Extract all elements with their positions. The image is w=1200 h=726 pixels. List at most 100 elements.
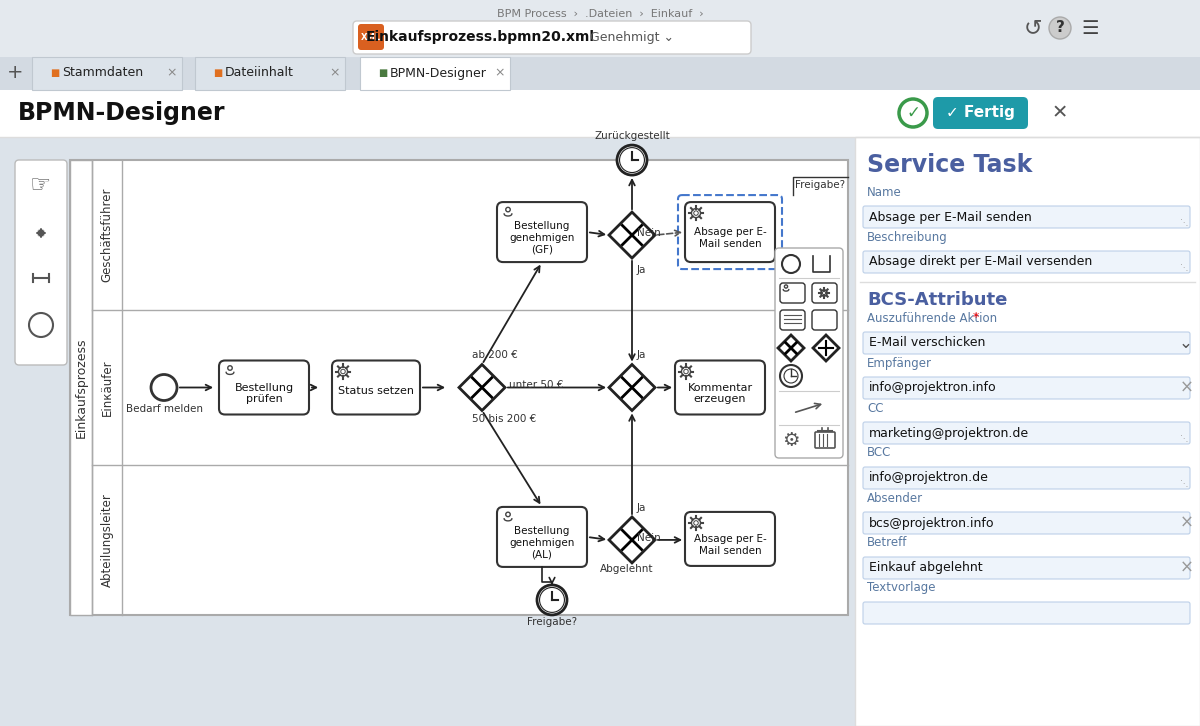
Text: Abgelehnt: Abgelehnt <box>600 564 654 574</box>
Text: ⋱: ⋱ <box>1180 479 1188 488</box>
Bar <box>70 160 92 615</box>
Text: ×: × <box>167 67 178 80</box>
FancyBboxPatch shape <box>863 251 1190 273</box>
Circle shape <box>338 367 348 376</box>
Text: Einkauf abgelehnt: Einkauf abgelehnt <box>869 561 983 574</box>
Text: Abteilungsleiter: Abteilungsleiter <box>101 493 114 587</box>
Text: Bestellung
genehmigen
(GF): Bestellung genehmigen (GF) <box>509 221 575 255</box>
Circle shape <box>38 231 43 235</box>
Text: BCC: BCC <box>866 446 892 460</box>
Circle shape <box>505 208 510 212</box>
Text: Kommentar
erzeugen: Kommentar erzeugen <box>688 383 752 404</box>
FancyBboxPatch shape <box>497 507 587 567</box>
FancyBboxPatch shape <box>685 512 775 566</box>
Text: Empfänger: Empfänger <box>866 356 932 370</box>
Text: ↺: ↺ <box>1024 18 1043 38</box>
FancyBboxPatch shape <box>685 202 775 262</box>
FancyBboxPatch shape <box>934 97 1028 129</box>
FancyBboxPatch shape <box>863 557 1190 579</box>
Text: BPM Process  ›  .Dateien  ›  Einkauf  ›: BPM Process › .Dateien › Einkauf › <box>497 9 703 19</box>
Text: Service Task: Service Task <box>866 153 1032 177</box>
Text: XML: XML <box>361 33 382 41</box>
FancyBboxPatch shape <box>863 422 1190 444</box>
Bar <box>70 160 848 615</box>
Bar <box>854 137 1200 726</box>
Text: Geschäftsführer: Geschäftsführer <box>101 188 114 282</box>
Circle shape <box>782 255 800 273</box>
FancyBboxPatch shape <box>863 332 1190 354</box>
FancyBboxPatch shape <box>863 467 1190 489</box>
Polygon shape <box>610 517 655 563</box>
FancyBboxPatch shape <box>863 512 1190 534</box>
Text: Einкäufer: Einкäufer <box>101 359 114 416</box>
FancyBboxPatch shape <box>863 602 1190 624</box>
FancyBboxPatch shape <box>332 361 420 415</box>
Text: Nein: Nein <box>637 228 661 238</box>
FancyBboxPatch shape <box>14 160 67 365</box>
Circle shape <box>780 365 802 387</box>
Text: Absender: Absender <box>866 492 923 505</box>
Text: Absage per E-
Mail senden: Absage per E- Mail senden <box>694 534 767 555</box>
Text: ×: × <box>494 67 505 80</box>
Text: Auszuführende Aktion: Auszuführende Aktion <box>866 311 997 325</box>
Circle shape <box>228 366 233 370</box>
Circle shape <box>694 521 698 525</box>
Text: BCS-Attribute: BCS-Attribute <box>866 291 1007 309</box>
FancyBboxPatch shape <box>863 377 1190 399</box>
FancyBboxPatch shape <box>775 248 842 458</box>
Bar <box>360 57 510 90</box>
Text: Name: Name <box>866 186 901 198</box>
Text: unter 50 €: unter 50 € <box>509 380 563 391</box>
Text: Einkaufsprozess.bpmn20.xml: Einkaufsprozess.bpmn20.xml <box>366 30 594 44</box>
FancyBboxPatch shape <box>780 310 805 330</box>
Polygon shape <box>458 364 505 410</box>
Text: ⚙: ⚙ <box>782 431 799 451</box>
FancyBboxPatch shape <box>812 283 838 303</box>
Text: ⌄: ⌄ <box>1180 334 1193 352</box>
Polygon shape <box>610 364 655 410</box>
Text: Textvorlage: Textvorlage <box>866 582 936 595</box>
Text: ab 200 €: ab 200 € <box>472 349 517 359</box>
Text: ⋱: ⋱ <box>1180 218 1188 227</box>
FancyBboxPatch shape <box>497 202 587 262</box>
Circle shape <box>691 518 701 528</box>
Text: info@projektron.info: info@projektron.info <box>869 381 997 394</box>
FancyBboxPatch shape <box>358 24 384 50</box>
FancyBboxPatch shape <box>780 283 805 303</box>
Circle shape <box>619 147 644 173</box>
Circle shape <box>505 512 510 517</box>
Polygon shape <box>778 335 804 361</box>
Circle shape <box>682 367 690 376</box>
Text: Absage per E-
Mail senden: Absage per E- Mail senden <box>694 227 767 249</box>
Circle shape <box>151 375 178 401</box>
Text: Betreff: Betreff <box>866 537 907 550</box>
Bar <box>0 0 1200 57</box>
Text: Freigabe?: Freigabe? <box>527 617 577 627</box>
Text: ×: × <box>1180 559 1194 577</box>
Text: ☰: ☰ <box>1081 18 1099 38</box>
Circle shape <box>784 369 798 383</box>
Text: ■: ■ <box>214 68 222 78</box>
Circle shape <box>785 285 787 288</box>
FancyBboxPatch shape <box>815 432 835 448</box>
Text: Status setzen: Status setzen <box>338 386 414 396</box>
Text: ×: × <box>1180 514 1194 532</box>
Circle shape <box>821 290 827 296</box>
Text: Absage direkt per E-Mail versenden: Absage direkt per E-Mail versenden <box>869 256 1092 269</box>
Text: ✓ Fertig: ✓ Fertig <box>946 105 1014 121</box>
Text: ?: ? <box>1056 20 1064 36</box>
Text: Zurückgestellt: Zurückgestellt <box>594 131 670 141</box>
Text: Dateiinhalt: Dateiinhalt <box>226 67 294 80</box>
Text: Ja: Ja <box>637 351 647 361</box>
Text: bcs@projektron.info: bcs@projektron.info <box>869 516 995 529</box>
Text: ×: × <box>330 67 341 80</box>
Bar <box>32 57 182 90</box>
Circle shape <box>341 370 346 374</box>
Text: Bedarf melden: Bedarf melden <box>126 404 203 415</box>
Text: ✓: ✓ <box>906 104 920 122</box>
Text: ⋱: ⋱ <box>1180 263 1188 272</box>
Text: E-Mail verschicken: E-Mail verschicken <box>869 336 985 349</box>
Circle shape <box>899 99 928 127</box>
Circle shape <box>29 313 53 337</box>
Text: ■: ■ <box>378 68 388 78</box>
